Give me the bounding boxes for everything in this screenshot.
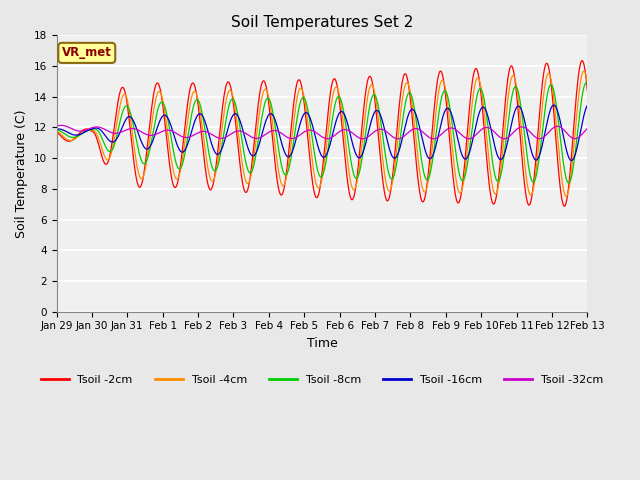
Tsoil -32cm (172, 130, 179, 136)
Tsoil -32cm (584, 126, 591, 132)
X-axis label: Time: Time (307, 337, 337, 350)
Tsoil -16cm (171, 134, 179, 140)
Line: Tsoil -2cm: Tsoil -2cm (56, 60, 588, 206)
Tsoil -4cm (580, 68, 588, 74)
Tsoil -2cm (62, 138, 70, 144)
Tsoil -2cm (117, 87, 125, 93)
Tsoil -4cm (117, 99, 125, 105)
Tsoil -32cm (200, 129, 207, 134)
Tsoil -2cm (584, 87, 591, 93)
Tsoil -4cm (584, 80, 591, 85)
Tsoil -4cm (387, 187, 394, 193)
Tsoil -32cm (118, 129, 125, 135)
Tsoil -8cm (402, 98, 410, 104)
Tsoil -32cm (403, 131, 411, 136)
Tsoil -2cm (402, 71, 410, 77)
Tsoil -2cm (579, 58, 586, 63)
Tsoil -4cm (52, 128, 60, 133)
Tsoil -2cm (199, 144, 207, 149)
Line: Tsoil -4cm: Tsoil -4cm (56, 71, 588, 196)
Y-axis label: Soil Temperature (C): Soil Temperature (C) (15, 109, 28, 238)
Tsoil -8cm (584, 81, 591, 86)
Tsoil -8cm (171, 155, 179, 160)
Tsoil -32cm (52, 123, 60, 129)
Legend: Tsoil -2cm, Tsoil -4cm, Tsoil -8cm, Tsoil -16cm, Tsoil -32cm: Tsoil -2cm, Tsoil -4cm, Tsoil -8cm, Tsoi… (36, 370, 607, 389)
Tsoil -4cm (171, 173, 179, 179)
Tsoil -2cm (387, 191, 394, 196)
Tsoil -2cm (561, 204, 568, 209)
Tsoil -16cm (199, 113, 207, 119)
Tsoil -8cm (62, 132, 70, 138)
Line: Tsoil -32cm: Tsoil -32cm (56, 125, 588, 139)
Tsoil -8cm (565, 180, 573, 186)
Tsoil -16cm (550, 102, 558, 108)
Tsoil -4cm (402, 81, 410, 86)
Tsoil -8cm (199, 113, 207, 119)
Tsoil -16cm (387, 149, 394, 155)
Tsoil -16cm (52, 126, 60, 132)
Tsoil -32cm (387, 132, 395, 138)
Tsoil -32cm (394, 136, 402, 142)
Tsoil -32cm (63, 124, 70, 130)
Tsoil -32cm (57, 122, 65, 128)
Tsoil -8cm (52, 127, 60, 132)
Tsoil -4cm (562, 193, 570, 199)
Tsoil -8cm (583, 80, 591, 85)
Tsoil -16cm (402, 121, 410, 127)
Tsoil -4cm (199, 128, 207, 133)
Title: Soil Temperatures Set 2: Soil Temperatures Set 2 (231, 15, 413, 30)
Tsoil -16cm (584, 102, 591, 108)
Tsoil -16cm (567, 157, 575, 163)
Tsoil -8cm (117, 116, 125, 121)
Line: Tsoil -8cm: Tsoil -8cm (56, 83, 588, 183)
Tsoil -4cm (62, 136, 70, 142)
Tsoil -16cm (117, 128, 125, 134)
Text: VR_met: VR_met (62, 47, 112, 60)
Tsoil -2cm (52, 129, 60, 134)
Tsoil -8cm (387, 175, 394, 180)
Tsoil -16cm (62, 129, 70, 134)
Tsoil -2cm (171, 184, 179, 190)
Line: Tsoil -16cm: Tsoil -16cm (56, 105, 588, 160)
